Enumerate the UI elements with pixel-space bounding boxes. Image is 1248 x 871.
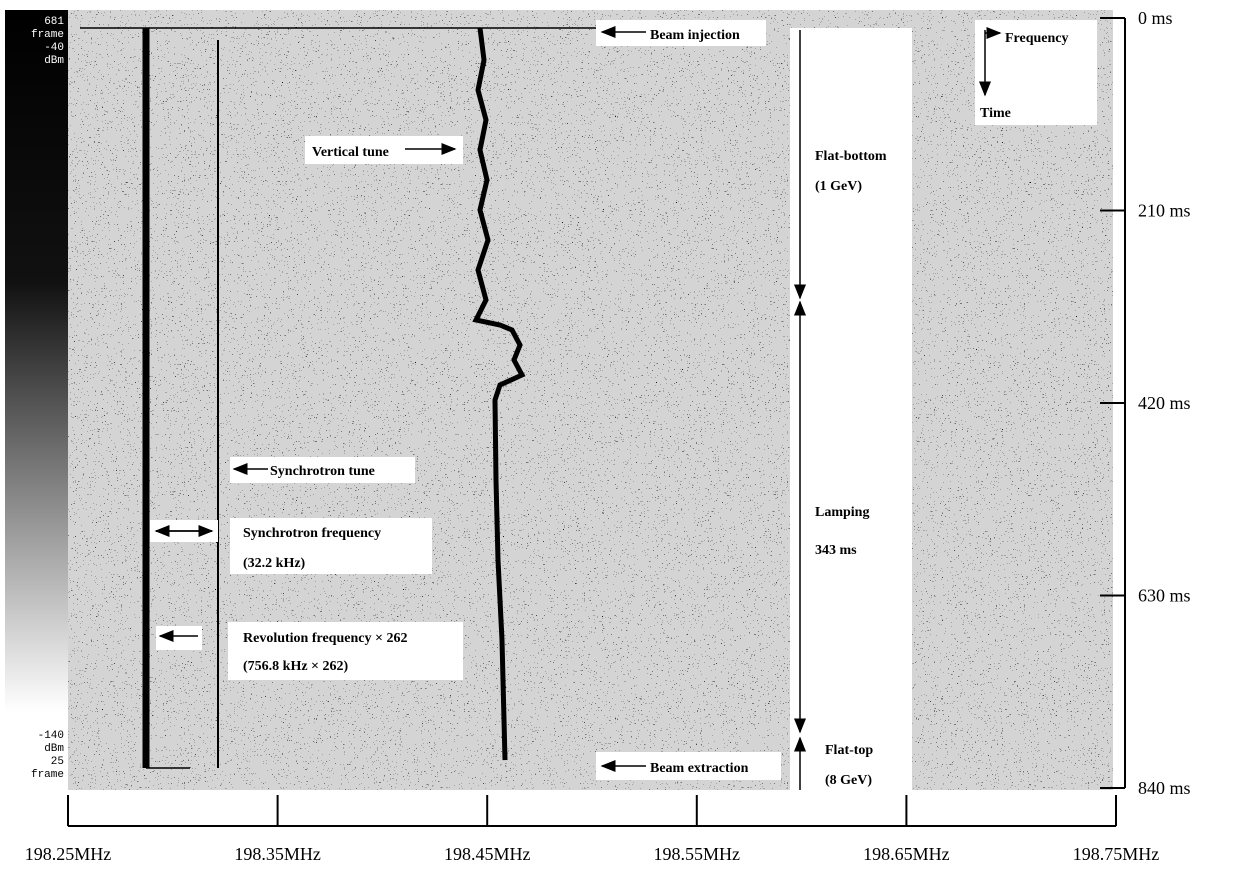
annotation-box bbox=[228, 622, 463, 680]
annotation: (8 GeV) bbox=[825, 773, 872, 788]
y-tick-label: 420 ms bbox=[1138, 393, 1191, 413]
annotation: Lamping bbox=[815, 505, 869, 520]
annotation-box bbox=[156, 626, 202, 650]
annotation-box bbox=[230, 457, 415, 483]
y-tick-label: 210 ms bbox=[1138, 201, 1191, 221]
x-tick-label: 198.25MHz bbox=[25, 844, 112, 864]
x-tick-label: 198.65MHz bbox=[863, 844, 950, 864]
colorbar-label: -140 bbox=[38, 730, 64, 742]
noise-tint bbox=[68, 10, 1113, 790]
annotation: 343 ms bbox=[815, 543, 857, 558]
annotation-box bbox=[596, 20, 766, 46]
annotation: (756.8 kHz × 262) bbox=[243, 659, 349, 674]
colorbar-label: frame bbox=[31, 769, 64, 781]
x-tick-label: 198.45MHz bbox=[444, 844, 531, 864]
y-tick-label: 0 ms bbox=[1138, 8, 1173, 28]
annotation: Revolution frequency × 262 bbox=[243, 631, 407, 646]
annotation: Flat-top bbox=[825, 743, 873, 758]
colorbar-label: dBm bbox=[44, 55, 64, 67]
annotation: Vertical tune bbox=[312, 145, 389, 160]
annotation-box bbox=[305, 136, 463, 164]
annotation-box bbox=[230, 518, 432, 574]
colorbar-label: 25 bbox=[51, 756, 64, 768]
annotation: Beam injection bbox=[650, 28, 740, 43]
annotation: Beam extraction bbox=[650, 761, 749, 776]
annotation: Frequency bbox=[1005, 31, 1069, 46]
white-band bbox=[790, 28, 912, 790]
y-tick-label: 840 ms bbox=[1138, 778, 1191, 798]
annotation: Synchrotron frequency bbox=[243, 526, 381, 541]
x-tick-label: 198.75MHz bbox=[1073, 844, 1160, 864]
colorbar-label: frame bbox=[31, 29, 64, 41]
annotation: Synchrotron tune bbox=[270, 464, 375, 479]
traces bbox=[80, 27, 600, 769]
colorbar-label: dBm bbox=[44, 743, 64, 755]
annotation: Flat-bottom bbox=[815, 149, 887, 164]
colorbar bbox=[5, 10, 68, 790]
annotation: (32.2 kHz) bbox=[243, 556, 306, 571]
x-tick-label: 198.55MHz bbox=[654, 844, 741, 864]
colorbar-label: -40 bbox=[44, 42, 64, 54]
annotation: (1 GeV) bbox=[815, 179, 862, 194]
x-tick-label: 198.35MHz bbox=[234, 844, 321, 864]
colorbar-label: 681 bbox=[44, 16, 64, 28]
annotation: Time bbox=[980, 106, 1011, 121]
y-tick-label: 630 ms bbox=[1138, 586, 1191, 606]
